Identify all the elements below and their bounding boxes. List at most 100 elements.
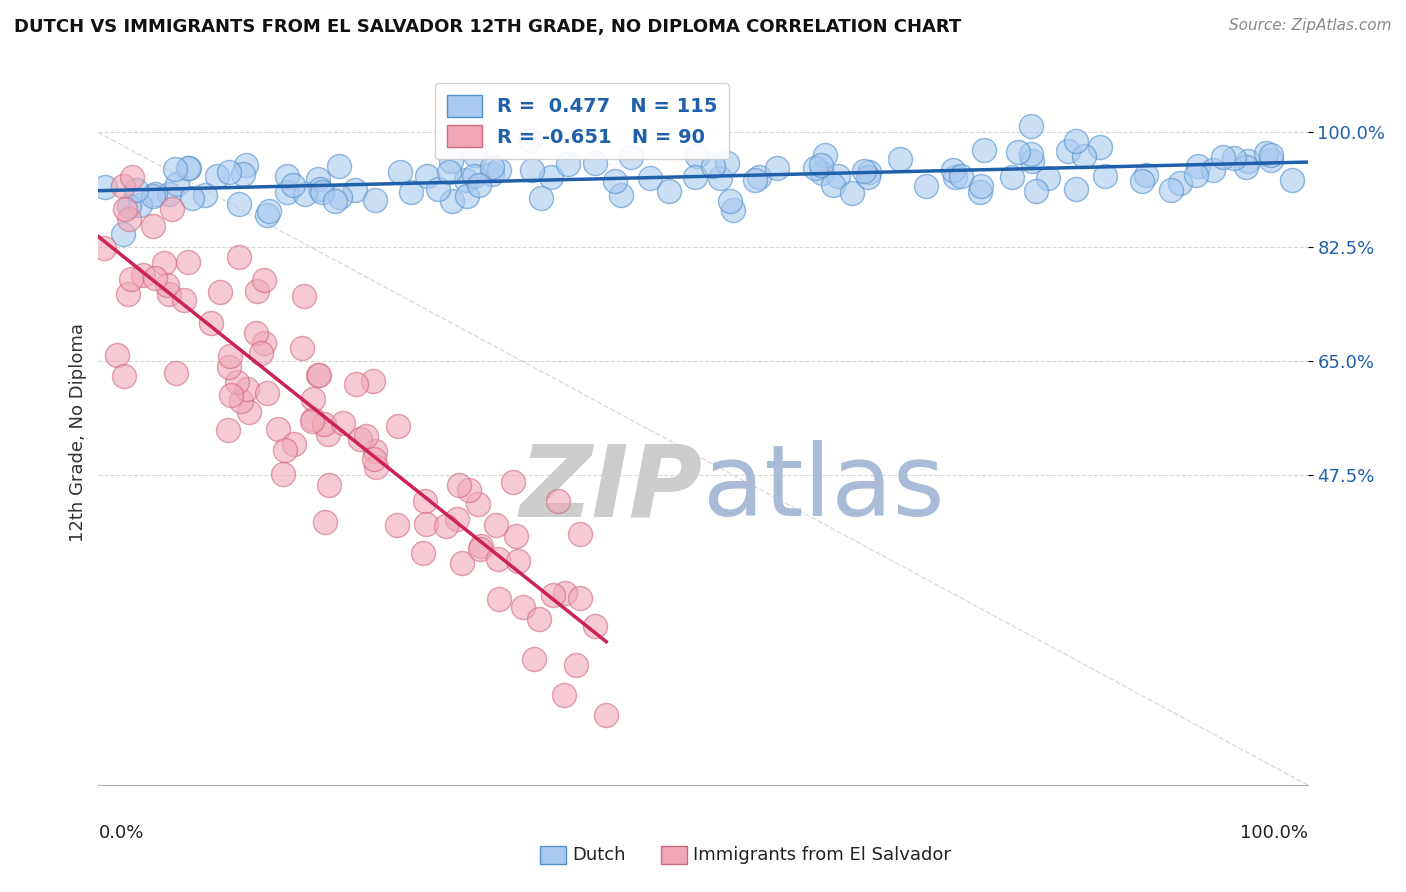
Point [766, 161, 789, 175]
Point [505, 529, 527, 543]
Point [235, 158, 257, 172]
Point [530, 191, 553, 205]
Point [217, 423, 239, 437]
Point [583, 156, 606, 170]
Point [450, 556, 472, 570]
Point [332, 416, 354, 430]
Point [709, 170, 731, 185]
Point [721, 203, 744, 218]
Point [467, 178, 489, 192]
Point [520, 162, 543, 177]
Text: Source: ZipAtlas.com: Source: ZipAtlas.com [1229, 18, 1392, 33]
Point [316, 427, 339, 442]
Point [889, 152, 911, 166]
Point [283, 437, 305, 451]
Point [364, 194, 387, 208]
Point [114, 202, 136, 216]
Point [314, 515, 336, 529]
Point [557, 157, 579, 171]
Point [415, 169, 437, 183]
Point [1007, 145, 1029, 159]
Point [256, 385, 278, 400]
Point [456, 173, 478, 187]
Point [129, 197, 152, 211]
Point [165, 161, 187, 176]
Point [437, 165, 460, 179]
Point [1202, 162, 1225, 177]
Point [568, 527, 591, 541]
Point [238, 405, 260, 419]
Point [401, 186, 423, 200]
Point [1001, 170, 1024, 185]
Point [194, 188, 217, 202]
Point [344, 183, 367, 197]
Point [246, 284, 269, 298]
Point [364, 444, 387, 458]
Point [142, 219, 165, 233]
Point [488, 163, 510, 178]
Point [132, 268, 155, 282]
Point [547, 494, 569, 508]
Point [1073, 149, 1095, 163]
Text: DUTCH VS IMMIGRANTS FROM EL SALVADOR 12TH GRADE, NO DIPLOMA CORRELATION CHART: DUTCH VS IMMIGRANTS FROM EL SALVADOR 12T… [14, 18, 962, 36]
Point [1170, 176, 1192, 190]
Point [307, 368, 329, 382]
Text: 100.0%: 100.0% [1240, 824, 1308, 842]
Point [166, 177, 188, 191]
Point [447, 478, 470, 492]
Point [1036, 170, 1059, 185]
Point [583, 618, 606, 632]
Point [232, 167, 254, 181]
Point [226, 375, 249, 389]
Point [821, 178, 844, 192]
Point [702, 159, 724, 173]
Point [1281, 172, 1303, 186]
Point [810, 159, 832, 173]
Point [512, 600, 534, 615]
Point [464, 148, 486, 162]
Point [412, 546, 434, 560]
Point [318, 478, 340, 492]
Point [105, 348, 128, 362]
Point [541, 588, 564, 602]
Point [291, 341, 314, 355]
Point [415, 517, 437, 532]
Point [803, 161, 825, 175]
Point [354, 429, 377, 443]
Point [349, 432, 371, 446]
Point [228, 196, 250, 211]
Point [125, 183, 148, 197]
Point [1187, 159, 1209, 173]
Point [858, 165, 880, 179]
Point [523, 652, 546, 666]
Bar [540, 847, 567, 863]
Point [311, 186, 333, 200]
Point [1025, 184, 1047, 198]
Point [502, 475, 524, 489]
Point [1130, 174, 1153, 188]
Point [1064, 134, 1087, 148]
Point [1260, 153, 1282, 168]
Point [1135, 168, 1157, 182]
Point [744, 173, 766, 187]
Point [748, 169, 770, 184]
Point [1019, 120, 1042, 134]
Point [527, 612, 550, 626]
Point [841, 186, 863, 201]
Point [118, 199, 141, 213]
Point [716, 156, 738, 170]
Text: Immigrants from El Salvador: Immigrants from El Salvador [693, 847, 952, 864]
Text: ZIP: ZIP [520, 441, 703, 538]
Point [228, 250, 250, 264]
Point [943, 170, 966, 185]
Point [553, 688, 575, 702]
Point [519, 133, 541, 147]
Point [176, 255, 198, 269]
Point [121, 169, 143, 184]
Point [180, 190, 202, 204]
Point [486, 552, 509, 566]
Point [620, 150, 643, 164]
Point [481, 167, 503, 181]
Point [856, 169, 879, 184]
Point [609, 188, 631, 202]
